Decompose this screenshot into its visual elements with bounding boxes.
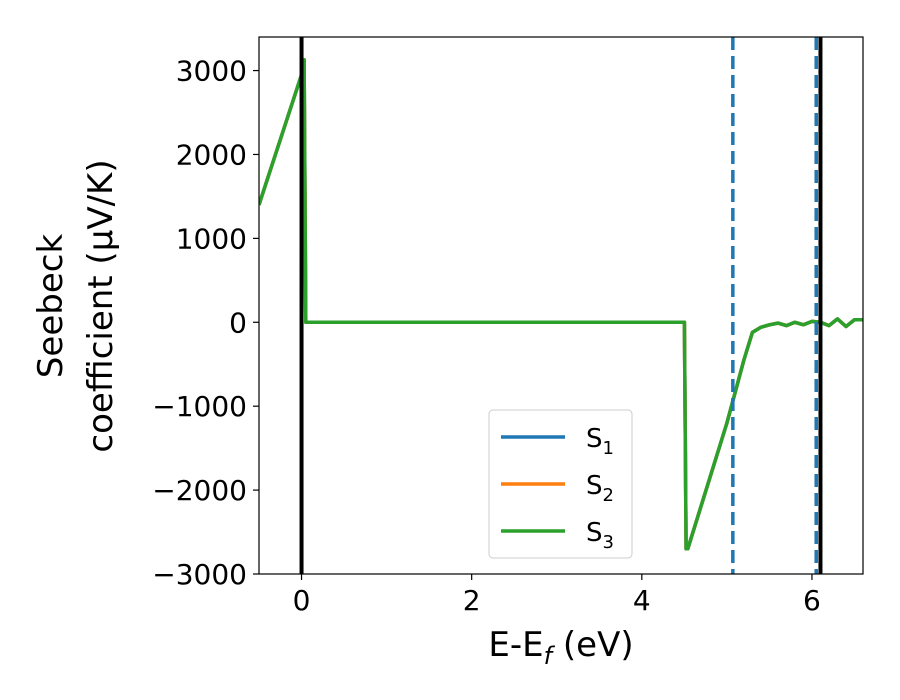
x-axis-title-unit: (eV): [552, 625, 634, 665]
y-tick-label: −2000: [152, 474, 247, 507]
x-axis-title-main: E-E: [488, 625, 543, 665]
x-tick-label: 2: [463, 584, 481, 617]
x-tick-label: 4: [633, 584, 651, 617]
legend-label-s2: S2: [586, 471, 614, 506]
x-axis-title: E-Ef (eV): [488, 625, 633, 670]
y-tick-label: 2000: [176, 138, 247, 171]
plot-area: [259, 37, 863, 574]
y-axis-title-line1: Seebeck: [31, 234, 71, 379]
plot-frame: [258, 36, 864, 575]
y-tick-label: −3000: [152, 558, 247, 591]
x-tick-label: 0: [293, 584, 311, 617]
plot-content: 0 2 4 6 −3000 −2000 −1000 0 1000 2000 3000 S1 S2 S3: [152, 36, 864, 617]
y-axis-title: Seebeck coefficient (μV/K): [31, 159, 121, 452]
x-tick-label: 6: [803, 584, 821, 617]
legend-label-s3: S3: [586, 518, 614, 553]
legend: S1 S2 S3: [488, 409, 633, 559]
legend-label-s1: S1: [586, 424, 614, 459]
y-tick-label: −1000: [152, 390, 247, 423]
y-axis-title-line2: coefficient (μV/K): [81, 159, 121, 452]
series-line-s3: [259, 57, 863, 551]
y-tick-label: 0: [229, 306, 247, 339]
y-tick-label: 1000: [176, 222, 247, 255]
y-tick-label: 3000: [176, 55, 247, 88]
